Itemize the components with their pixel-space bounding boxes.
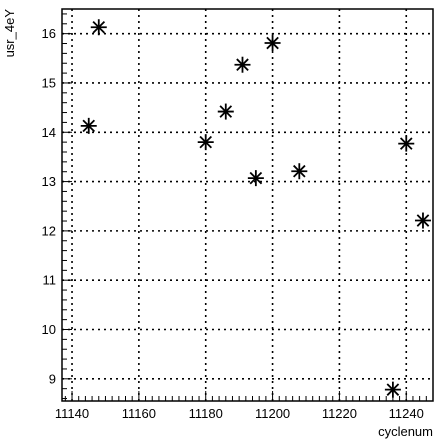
data-point	[414, 212, 431, 229]
x-tick-label: 11140	[55, 406, 89, 421]
x-tick-label: 11220	[322, 406, 357, 421]
y-axis-ticks: 9 10 11 12 13 14 15 16	[42, 13, 72, 400]
data-point	[217, 103, 234, 120]
y-tick-label: 12	[42, 223, 56, 238]
y-tick-label: 13	[42, 174, 56, 189]
x-tick-label: 11180	[189, 406, 223, 421]
grid-lines	[62, 9, 433, 401]
data-point	[197, 134, 214, 151]
x-axis-label: cyclenum	[378, 424, 433, 439]
data-point	[234, 56, 251, 73]
data-point	[80, 117, 97, 134]
y-tick-label: 15	[42, 75, 56, 90]
data-points	[80, 19, 431, 398]
plot-frame	[61, 8, 434, 402]
data-point	[90, 19, 107, 36]
data-point	[291, 163, 308, 180]
y-tick-label: 9	[49, 371, 56, 386]
y-tick-label: 10	[42, 322, 56, 337]
x-tick-label: 11160	[122, 406, 156, 421]
data-point	[247, 170, 264, 187]
y-axis-label: usr_4eY	[2, 9, 17, 58]
data-point	[384, 381, 401, 398]
y-tick-label: 11	[43, 273, 57, 288]
y-tick-label: 16	[42, 26, 56, 41]
data-point	[264, 35, 281, 52]
y-tick-label: 14	[42, 125, 56, 140]
data-point	[398, 135, 415, 152]
x-axis-ticks: 11140 11160 11180 11200 11220 11240	[55, 391, 434, 421]
x-tick-label: 11240	[389, 406, 424, 421]
x-tick-label: 11200	[255, 406, 290, 421]
